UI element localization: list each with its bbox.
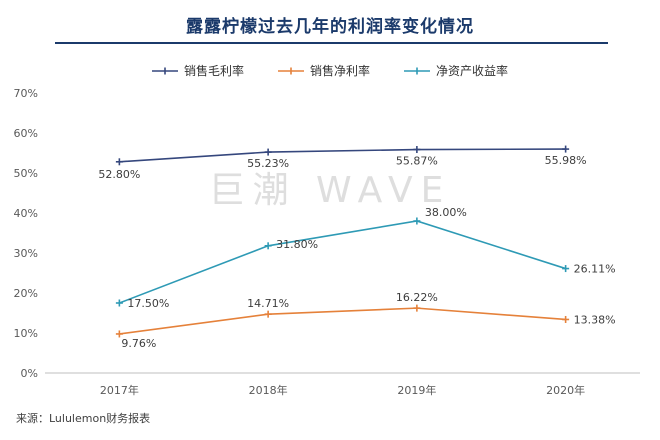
data-label: 26.11% [574, 263, 616, 276]
y-tick-label: 70% [14, 87, 38, 100]
data-label: 16.22% [396, 291, 438, 304]
data-label: 9.76% [121, 337, 156, 350]
title-underline [55, 42, 608, 44]
legend-marker-icon [404, 67, 430, 74]
legend-item: 销售净利率 [277, 62, 370, 79]
y-tick-label: 0% [21, 367, 38, 380]
chart-title: 露露柠檬过去几年的利润率变化情况 [186, 17, 474, 37]
data-label: 52.80% [98, 168, 140, 181]
plot-area: 巨潮 WAVE 0% 10% 20% 30% 40% 50% 60% 70% 2017年 2018… [0, 85, 660, 405]
series-line [119, 220, 566, 304]
data-label: 14.71% [247, 297, 289, 310]
data-label: 55.87% [396, 155, 438, 168]
x-tick-label: 2019年 [397, 383, 436, 397]
legend-marker-icon [277, 67, 304, 74]
y-tick-label: 60% [14, 127, 38, 140]
y-tick-label: 20% [14, 287, 38, 300]
data-label: 31.80% [276, 238, 318, 251]
data-label: 55.98% [545, 154, 587, 167]
data-label: 17.50% [127, 297, 169, 310]
legend-marker-icon [151, 67, 178, 74]
series-line [119, 307, 566, 335]
data-label: 13.38% [574, 313, 616, 326]
y-tick-label: 10% [14, 327, 38, 340]
x-tick-label: 2020年 [546, 383, 585, 397]
legend-label: 净资产收益率 [436, 64, 509, 78]
y-tick-label: 50% [14, 167, 38, 180]
y-tick-label: 30% [14, 247, 38, 260]
chart-legend: 销售毛利率 销售净利率 净资产收益率 [0, 62, 660, 79]
legend-label: 销售毛利率 [183, 64, 244, 78]
x-tick-label: 2017年 [100, 383, 139, 397]
legend-label: 销售净利率 [309, 64, 370, 78]
x-tick-label: 2018年 [249, 383, 288, 397]
source-note: 来源：Lululemon财务报表 [16, 412, 151, 425]
series-line [119, 148, 566, 163]
data-label: 38.00% [425, 206, 467, 219]
legend-item: 净资产收益率 [404, 62, 508, 79]
legend-item: 销售毛利率 [151, 62, 244, 79]
y-tick-label: 40% [14, 207, 38, 220]
line-chart: 0% 10% 20% 30% 40% 50% 60% 70% 2017年 2018年 2019年 20… [14, 87, 640, 397]
data-label: 55.23% [247, 157, 289, 170]
